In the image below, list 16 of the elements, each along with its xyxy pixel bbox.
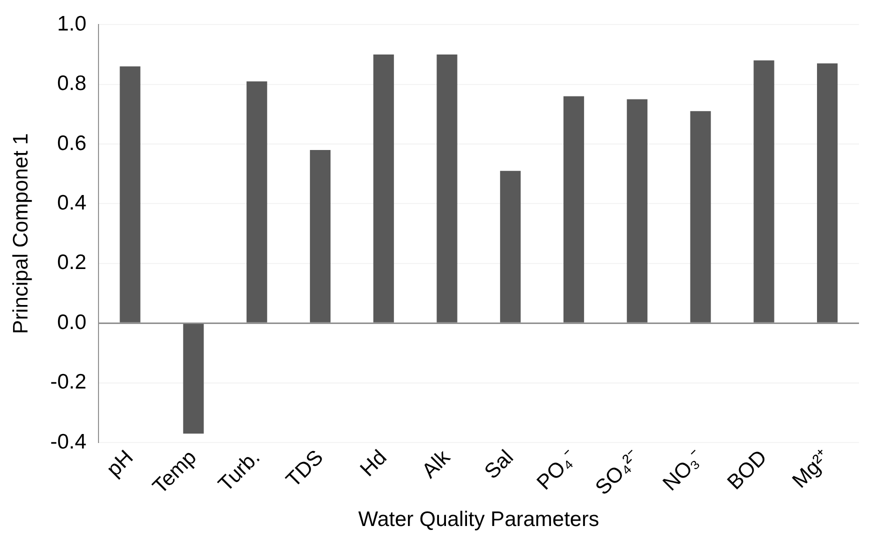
x-tick-label: Alk	[418, 446, 455, 483]
x-tick-label: Turb.	[214, 446, 264, 496]
y-tick-label: -0.2	[50, 370, 86, 394]
y-tick-label: 0.8	[57, 72, 86, 96]
x-axis-title: Water Quality Parameters	[358, 508, 600, 532]
x-tick-label: Sal	[480, 446, 518, 484]
y-tick-label: 0.2	[57, 251, 86, 274]
y-tick-label: 0.4	[57, 192, 87, 215]
x-tick-label: pH	[102, 446, 138, 482]
y-tick-label: 1.0	[57, 12, 86, 36]
y-tick-label: 0.0	[57, 310, 86, 334]
x-tick-label: TDS	[282, 446, 328, 492]
y-axis-title: Principal Componet 1	[9, 133, 32, 334]
y-tick-label: 0.6	[57, 132, 86, 155]
y-tick-label: -0.4	[50, 430, 87, 454]
x-tick-label: Hd	[356, 446, 392, 482]
